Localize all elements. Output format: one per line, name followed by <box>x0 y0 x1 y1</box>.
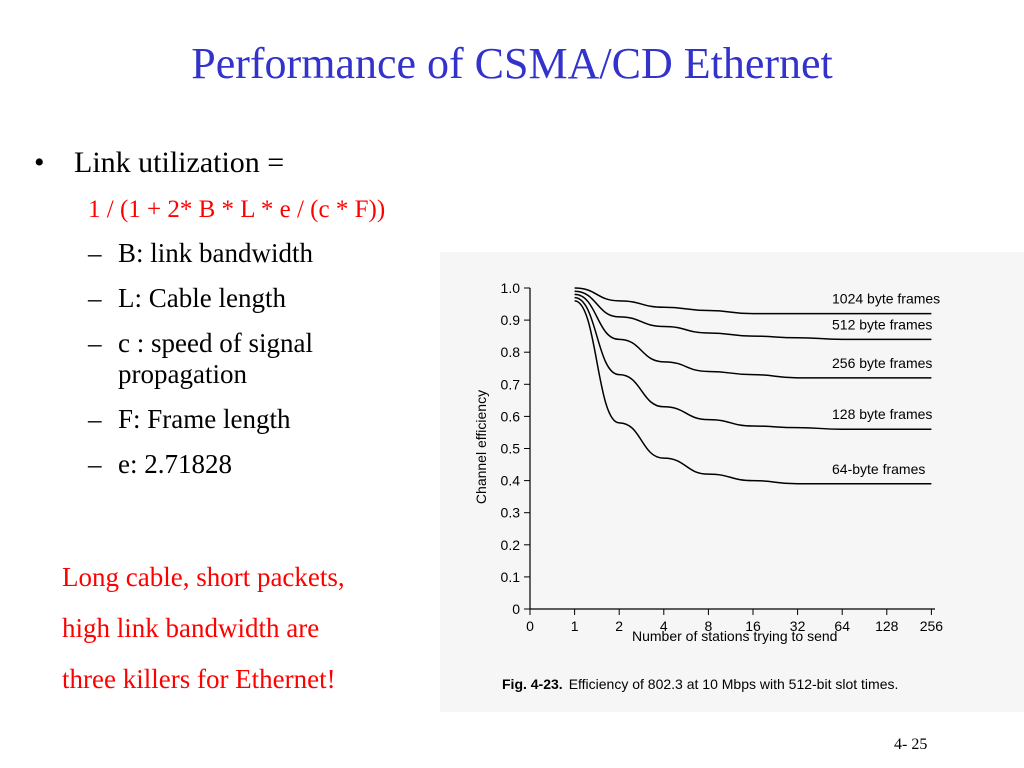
dash-marker: – <box>88 449 102 479</box>
y-tick-label: 0.7 <box>501 376 521 392</box>
y-axis-label: Channel efficiency <box>473 390 489 504</box>
note-line: high link bandwidth are <box>62 613 320 643</box>
series-line <box>574 287 932 315</box>
list-item-text: F: Frame length <box>118 404 291 434</box>
series-label: 1024 byte frames <box>832 291 940 307</box>
x-tick-label: 128 <box>875 618 899 634</box>
y-tick-label: 0.1 <box>501 569 521 585</box>
x-tick-label: 0 <box>526 618 534 634</box>
series-line <box>574 300 932 485</box>
x-tick-label: 64 <box>834 618 850 634</box>
series-label: 256 byte frames <box>832 355 932 371</box>
series-line <box>574 296 932 430</box>
efficiency-figure: 0 0.1 0.2 0.3 0.4 0.5 0.6 0.7 0.8 0.9 1.0 0 1 2 4 8 16 32… <box>440 252 1024 712</box>
y-tick-label: 0.6 <box>501 408 521 424</box>
list-item: – F: Frame length <box>88 404 438 435</box>
series-label: 512 byte frames <box>832 316 932 332</box>
dash-marker: – <box>88 283 102 313</box>
bullet-text: Link utilization = <box>74 146 285 179</box>
y-tick-label: 0.4 <box>501 473 521 489</box>
x-tick-label: 16 <box>745 618 761 634</box>
list-item-text: L: Cable length <box>118 283 286 313</box>
utilization-formula: 1 / (1 + 2* B * L * e / (c * F)) <box>88 196 386 223</box>
caption-label: Fig. 4-23. <box>502 676 563 692</box>
x-tick-label: 256 <box>920 618 944 634</box>
x-tick-label: 1 <box>571 618 579 634</box>
caption-text: Efficiency of 802.3 at 10 Mbps with 512-… <box>569 676 899 692</box>
list-item-text: B: link bandwidth <box>118 238 313 268</box>
list-item: – L: Cable length <box>88 283 438 314</box>
slide-title: Performance of CSMA/CD Ethernet <box>191 39 833 88</box>
y-tick-label: 1.0 <box>501 280 521 296</box>
x-tick-label: 8 <box>705 618 713 634</box>
page-number: 4- 25 <box>894 736 928 753</box>
note-line: Long cable, short packets, <box>62 562 345 592</box>
dash-marker: – <box>88 404 102 434</box>
series-line <box>574 290 932 341</box>
chart-axes: 0 0.1 0.2 0.3 0.4 0.5 0.6 0.7 0.8 0.9 1.0 0 1 2 4 8 16 32… <box>501 280 944 634</box>
y-tick-label: 0.8 <box>501 344 521 360</box>
x-tick-label: 2 <box>615 618 623 634</box>
series-label: 128 byte frames <box>832 406 932 422</box>
main-bullet: • Link utilization = <box>34 146 284 180</box>
series-label: 64-byte frames <box>832 461 925 477</box>
list-item: – e: 2.71828 <box>88 449 438 480</box>
x-axis-label: Number of stations trying to send <box>632 628 837 644</box>
y-tick-label: 0.3 <box>501 505 521 521</box>
x-tick-label: 32 <box>790 618 806 634</box>
efficiency-chart: 0 0.1 0.2 0.3 0.4 0.5 0.6 0.7 0.8 0.9 1.0 0 1 2 4 8 16 32… <box>473 280 944 692</box>
bullet-marker: • <box>34 146 45 179</box>
chart-series: 1024 byte frames 512 byte frames 256 byte … <box>574 287 940 485</box>
y-tick-label: 0.5 <box>501 441 521 457</box>
x-tick-label: 4 <box>660 618 668 634</box>
dash-marker: – <box>88 238 102 268</box>
figure-caption: Fig. 4-23. Efficiency of 802.3 at 10 Mbps… <box>502 676 898 692</box>
list-item: – B: link bandwidth <box>88 238 438 269</box>
note-line: three killers for Ethernet! <box>62 664 336 694</box>
list-item-text: e: 2.71828 <box>118 449 232 479</box>
variable-list: – B: link bandwidth – L: Cable length – c :… <box>88 238 438 494</box>
ethernet-killers-note: Long cable, short packets, high link ban… <box>62 555 345 708</box>
y-tick-label: 0.2 <box>501 537 521 553</box>
list-item: – c : speed of signal propagation <box>88 328 438 390</box>
list-item-text: c : speed of signal propagation <box>118 328 313 389</box>
dash-marker: – <box>88 328 102 358</box>
y-tick-label: 0.9 <box>501 312 521 328</box>
series-line <box>574 293 932 379</box>
y-tick-label: 0 <box>512 601 520 617</box>
